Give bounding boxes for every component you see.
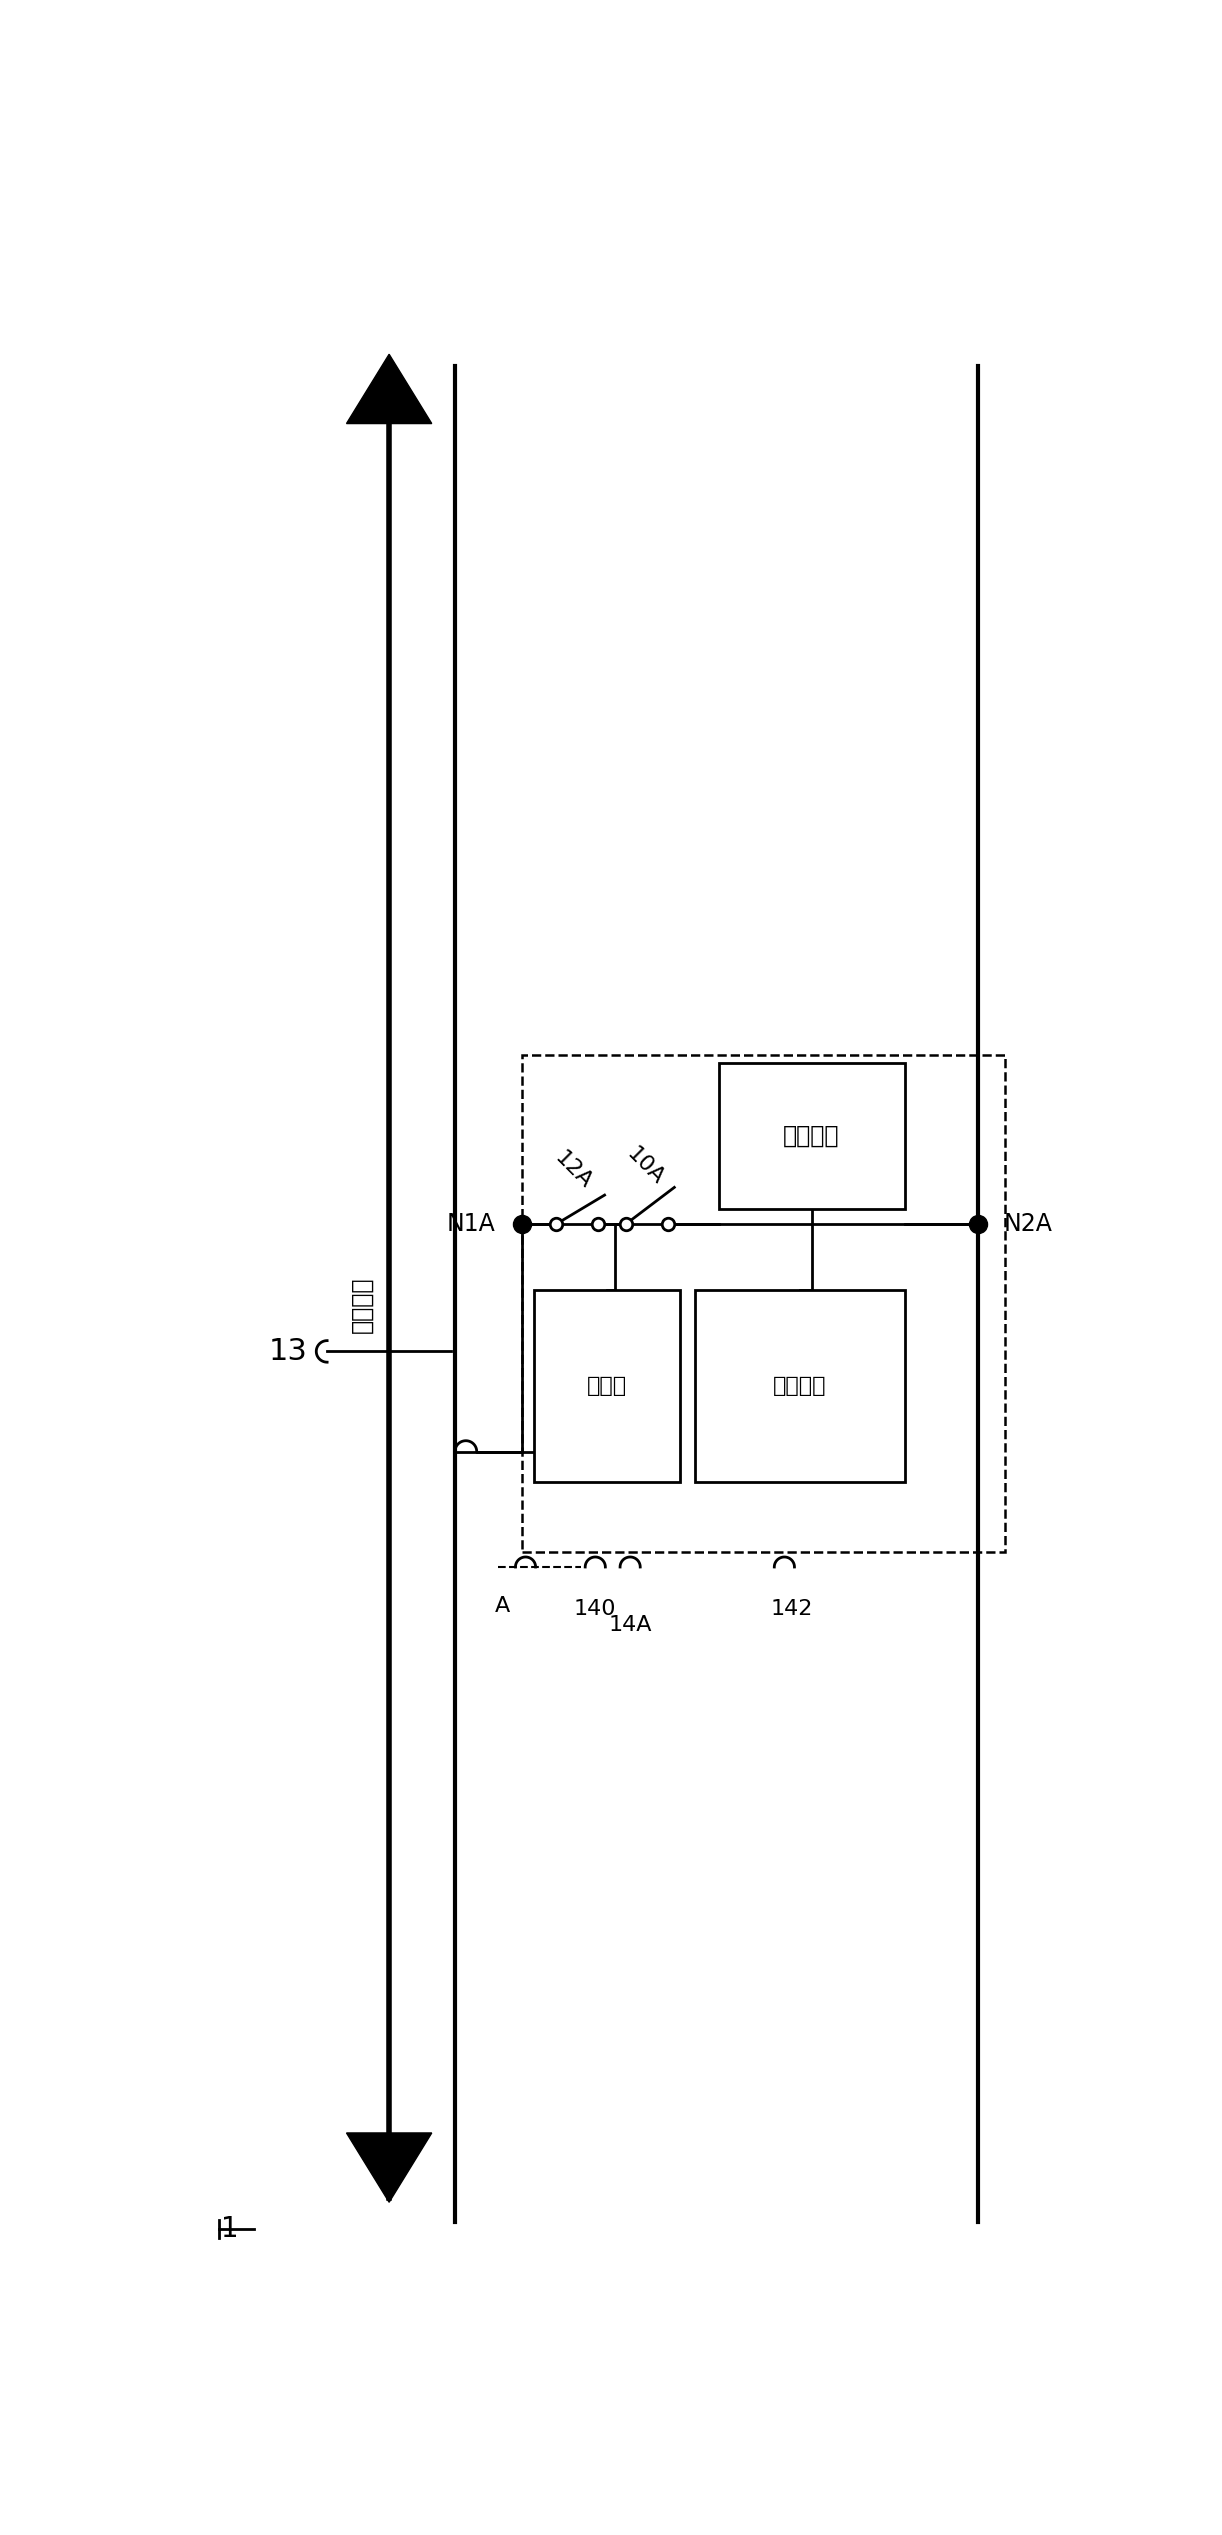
Text: 12A: 12A bbox=[550, 1148, 595, 1194]
Text: 14A: 14A bbox=[609, 1615, 651, 1635]
Text: N1A: N1A bbox=[447, 1212, 496, 1237]
Text: 10A: 10A bbox=[622, 1143, 667, 1189]
Text: 1: 1 bbox=[221, 2216, 240, 2243]
Text: 13: 13 bbox=[269, 1336, 308, 1366]
Bar bbox=[534, 1290, 679, 1483]
Bar bbox=[719, 1062, 904, 1209]
Text: 140: 140 bbox=[574, 1600, 617, 1620]
Text: 处理器: 处理器 bbox=[587, 1377, 627, 1397]
Text: 通讯总线: 通讯总线 bbox=[349, 1278, 374, 1333]
Text: 侦测模块: 侦测模块 bbox=[774, 1377, 826, 1397]
Polygon shape bbox=[347, 355, 431, 423]
Text: A: A bbox=[495, 1595, 510, 1615]
Polygon shape bbox=[347, 2132, 431, 2203]
Text: 电池模块: 电池模块 bbox=[783, 1123, 840, 1148]
Bar bbox=[695, 1290, 904, 1483]
Text: 142: 142 bbox=[771, 1600, 814, 1620]
Bar bbox=[522, 1055, 1006, 1551]
Text: N2A: N2A bbox=[1004, 1212, 1053, 1237]
